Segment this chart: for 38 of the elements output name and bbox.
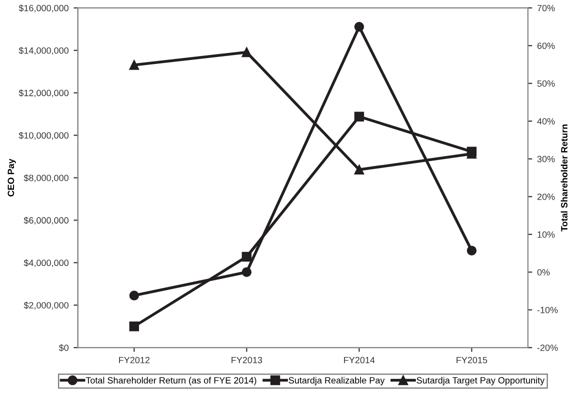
point — [354, 164, 364, 175]
y-tick-label: $8,000,000 — [24, 174, 69, 182]
y-tick-label: $12,000,000 — [18, 89, 69, 98]
y-tick-label: $14,000,000 — [18, 46, 69, 55]
point — [354, 22, 364, 32]
point — [129, 322, 140, 332]
y2-tick-label: 50% — [537, 80, 555, 87]
point — [466, 246, 477, 256]
y2-tick-label: 20% — [537, 194, 555, 200]
y-tick-label: $2,000,000 — [24, 302, 69, 310]
y-tick-label: $6,000,000 — [24, 216, 69, 225]
x-tick-label: FY2015 — [456, 356, 488, 364]
x-tick-label: FY2012 — [119, 356, 150, 364]
point — [242, 267, 252, 277]
point — [242, 252, 252, 262]
x-tick-label: FY2013 — [232, 356, 262, 364]
point — [242, 47, 252, 58]
y-tick-label: $16,000,000 — [18, 4, 69, 12]
point — [129, 290, 140, 300]
y-tick-label: $4,000,000 — [24, 259, 69, 268]
legend-label: Sutardja Realizable Pay — [288, 376, 385, 386]
legend-label: Total Shareholder Return (as of FYE 2014) — [86, 376, 256, 386]
y2-tick-label: 10% — [538, 231, 555, 238]
y2-tick-label: 70% — [537, 4, 555, 12]
x-tick-label: FY2014 — [344, 356, 375, 364]
y2-tick-label: -20% — [537, 344, 558, 351]
y2-tick-label: 60% — [537, 42, 555, 50]
y-axis-title: CEO Pay — [8, 158, 16, 196]
y2-tick-label: 40% — [537, 118, 555, 124]
y-tick-label: $0 — [58, 344, 69, 352]
legend-label: Sutardja Target Pay Opportunity — [416, 376, 545, 386]
y2-tick-label: 30% — [537, 156, 555, 162]
y-tick-label: $10,000,000 — [18, 132, 69, 140]
y2-tick-label: 0% — [537, 269, 550, 276]
y2-axis-title: Total Shareholder Return — [560, 124, 568, 232]
point — [129, 60, 140, 70]
point — [354, 112, 364, 122]
y2-tick-label: -10% — [537, 306, 558, 314]
